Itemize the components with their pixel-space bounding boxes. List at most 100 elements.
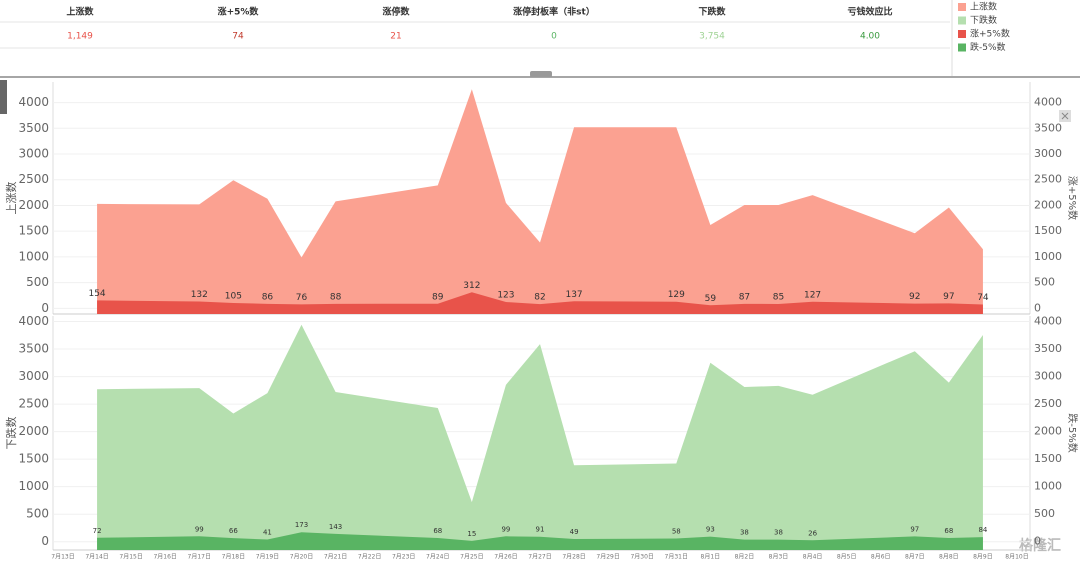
x-tick-label: 7月27日 xyxy=(528,554,551,561)
resize-handle[interactable] xyxy=(530,71,552,77)
x-tick-label: 7月17日 xyxy=(188,554,211,561)
y-tick-label: 1000 xyxy=(18,479,49,493)
x-tick-label: 7月19日 xyxy=(256,554,279,561)
x-tick-label: 7月28日 xyxy=(562,554,585,561)
data-label: 82 xyxy=(534,293,545,303)
legend-swatch xyxy=(958,3,966,11)
legend-label: 下跌数 xyxy=(970,14,997,26)
y2-axis-title: 跌-5%数 xyxy=(1066,413,1079,452)
data-label: 129 xyxy=(668,290,685,300)
data-label: 92 xyxy=(909,292,920,302)
data-label: 38 xyxy=(774,529,783,537)
data-label: 49 xyxy=(570,528,579,536)
data-label: 74 xyxy=(977,293,989,303)
y-tick-label: 3500 xyxy=(18,121,49,135)
data-label: 15 xyxy=(467,530,476,538)
data-label: 93 xyxy=(706,526,715,534)
table-value: 0 xyxy=(551,32,557,42)
y-axis-title: 下跌数 xyxy=(4,417,18,450)
data-label: 86 xyxy=(262,292,274,302)
table-header: 涨+5%数 xyxy=(218,6,260,18)
y2-tick-label: 0 xyxy=(1034,535,1041,548)
x-tick-label: 7月26日 xyxy=(494,554,517,561)
data-label: 26 xyxy=(808,529,817,537)
y-tick-label: 1000 xyxy=(18,249,49,263)
y-tick-label: 3000 xyxy=(18,369,49,383)
y-tick-label: 3500 xyxy=(18,342,49,356)
y-tick-label: 4000 xyxy=(18,95,49,109)
table-header: 涨停封板率（非st） xyxy=(513,6,595,18)
y-tick-label: 0 xyxy=(41,534,49,548)
table-value: 1,149 xyxy=(67,32,93,42)
x-tick-label: 8月9日 xyxy=(973,554,993,561)
x-tick-label: 7月31日 xyxy=(665,554,688,561)
side-tab[interactable] xyxy=(0,80,7,114)
data-label: 58 xyxy=(672,528,681,536)
data-label: 123 xyxy=(497,291,514,301)
x-tick-label: 8月2日 xyxy=(735,554,755,561)
x-tick-label: 8月7日 xyxy=(905,554,925,561)
y-tick-label: 2000 xyxy=(18,424,49,438)
y2-tick-label: 3000 xyxy=(1034,370,1062,383)
y-tick-label: 1500 xyxy=(18,452,49,466)
x-tick-label: 7月13日 xyxy=(51,554,74,561)
data-label: 312 xyxy=(463,281,480,291)
x-tick-label: 7月25日 xyxy=(460,554,483,561)
y2-tick-label: 3000 xyxy=(1034,147,1062,160)
data-label: 99 xyxy=(501,525,510,533)
y2-tick-label: 4000 xyxy=(1034,96,1062,109)
y-tick-label: 4000 xyxy=(18,314,49,328)
y-tick-label: 500 xyxy=(26,507,49,521)
close-icon[interactable] xyxy=(1059,110,1071,122)
legend-swatch xyxy=(958,43,966,52)
y2-tick-label: 2500 xyxy=(1034,173,1062,186)
table-header: 下跌数 xyxy=(698,6,726,18)
legend-swatch xyxy=(958,16,966,25)
legend-label: 跌-5%数 xyxy=(970,41,1006,53)
x-tick-label: 8月3日 xyxy=(769,554,789,561)
area xyxy=(97,324,983,550)
x-tick-label: 7月18日 xyxy=(222,554,245,561)
data-label: 154 xyxy=(88,289,105,299)
x-tick-label: 7月23日 xyxy=(392,554,415,561)
data-label: 132 xyxy=(191,290,208,300)
table-header: 涨停数 xyxy=(382,6,410,18)
data-label: 72 xyxy=(93,527,102,535)
data-label: 143 xyxy=(329,523,342,531)
x-tick-label: 8月5日 xyxy=(837,554,857,561)
x-tick-label: 7月24日 xyxy=(426,554,449,561)
y2-tick-label: 500 xyxy=(1034,276,1055,289)
data-label: 84 xyxy=(978,526,987,534)
table-value: 4.00 xyxy=(860,32,880,42)
y2-tick-label: 2000 xyxy=(1034,198,1062,211)
y2-tick-label: 500 xyxy=(1034,507,1055,520)
x-tick-label: 7月16日 xyxy=(153,554,176,561)
x-tick-label: 7月14日 xyxy=(85,554,108,561)
x-tick-label: 7月22日 xyxy=(358,554,381,561)
y-tick-label: 0 xyxy=(41,301,49,315)
y-tick-label: 500 xyxy=(26,275,49,289)
data-label: 85 xyxy=(773,292,784,302)
data-label: 66 xyxy=(229,527,238,535)
data-label: 41 xyxy=(263,528,272,536)
legend-label: 上涨数 xyxy=(970,1,997,13)
legend-label: 涨+5%数 xyxy=(970,28,1010,40)
y2-tick-label: 0 xyxy=(1034,301,1041,314)
y-tick-label: 3000 xyxy=(18,147,49,161)
legend-swatch xyxy=(958,30,966,38)
data-label: 97 xyxy=(910,525,919,533)
y2-tick-label: 3500 xyxy=(1034,121,1062,134)
x-tick-label: 7月30日 xyxy=(630,554,653,561)
y2-tick-label: 4000 xyxy=(1034,315,1062,328)
y-tick-label: 2500 xyxy=(18,172,49,186)
data-label: 76 xyxy=(296,293,308,303)
y2-tick-label: 1000 xyxy=(1034,480,1062,493)
x-tick-label: 7月20日 xyxy=(290,554,313,561)
table-value: 21 xyxy=(390,32,401,42)
data-label: 89 xyxy=(432,292,444,302)
x-tick-label: 8月1日 xyxy=(701,554,721,561)
table-header: 亏钱效应比 xyxy=(847,6,892,18)
y2-tick-label: 2500 xyxy=(1034,397,1062,410)
y-tick-label: 2500 xyxy=(18,397,49,411)
x-tick-label: 8月4日 xyxy=(803,554,823,561)
